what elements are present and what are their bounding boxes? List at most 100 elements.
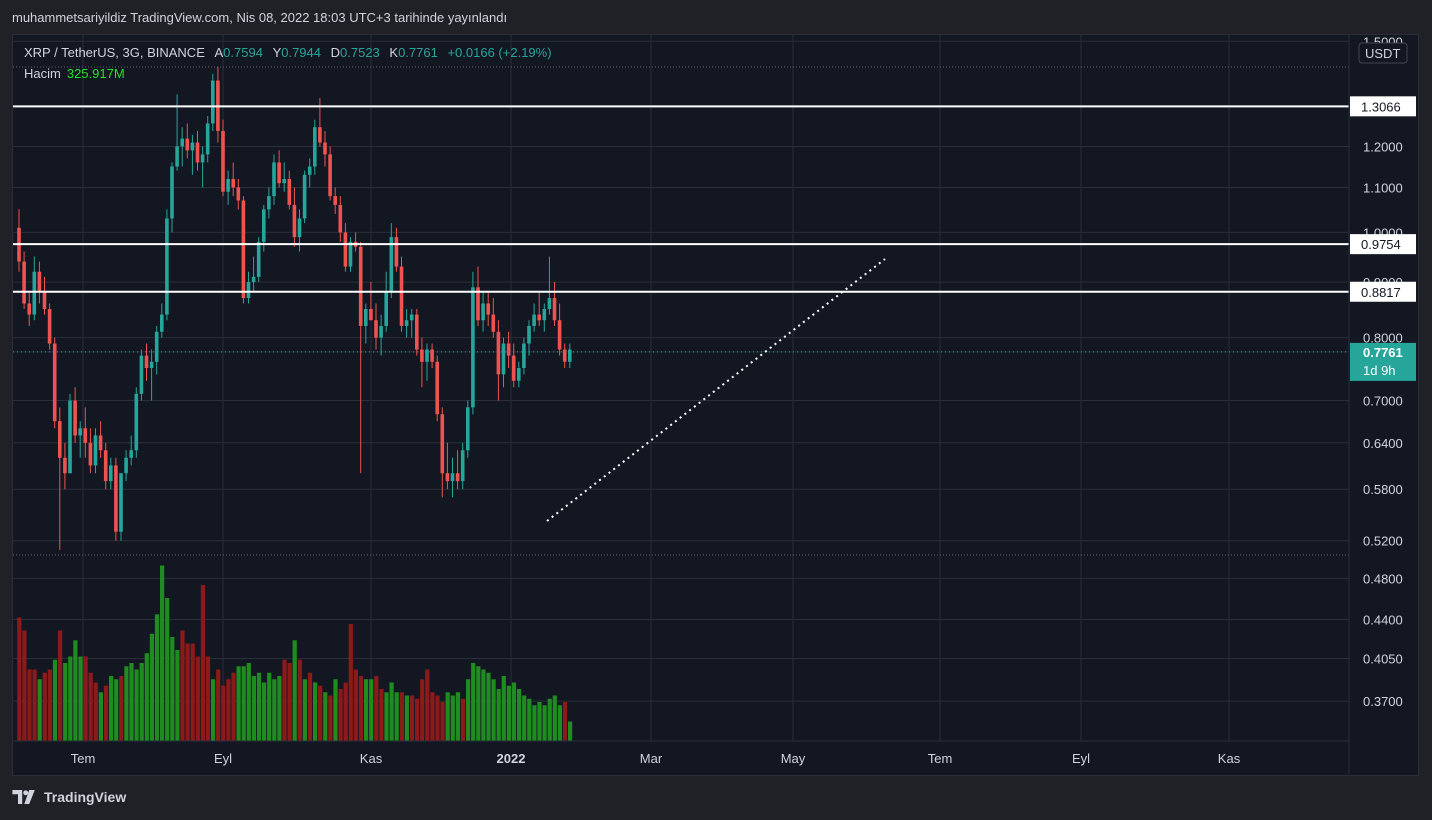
- candle-body: [221, 130, 225, 192]
- currency-badge[interactable]: USDT: [1365, 46, 1400, 61]
- volume-bar: [205, 656, 211, 741]
- tradingview-brand[interactable]: TradingView: [12, 789, 126, 805]
- candle-body: [501, 343, 506, 375]
- candle-body: [404, 320, 409, 326]
- trendline[interactable]: [546, 258, 886, 522]
- price-tick-label: 1.1000: [1363, 180, 1403, 195]
- volume-bar: [369, 679, 374, 741]
- volume-bar: [282, 659, 287, 741]
- candle-body: [292, 204, 297, 238]
- price-tick-label: 0.4050: [1363, 652, 1403, 667]
- high-value: 0.7944: [281, 45, 321, 60]
- candle-countdown-label: 1d 9h: [1363, 363, 1396, 378]
- candle-body: [511, 355, 516, 381]
- currency-badge-bg[interactable]: [1358, 42, 1408, 64]
- candle-body: [333, 196, 337, 205]
- candle-body: [78, 428, 82, 436]
- volume-bar: [384, 692, 389, 741]
- candle-body: [200, 154, 205, 163]
- volume-bar: [307, 672, 313, 741]
- candle-body: [302, 174, 307, 219]
- volume-bar: [460, 698, 466, 741]
- level-price-label-bg: [1350, 234, 1416, 255]
- candle-body: [88, 442, 93, 466]
- volume-bar: [323, 692, 328, 741]
- candle-body: [52, 343, 57, 422]
- candle-body: [83, 428, 88, 443]
- candle-body: [313, 127, 317, 167]
- publication-header: muhammetsariyildiz TradingView.com, Nis …: [12, 10, 508, 25]
- time-tick-label: Kas: [1218, 751, 1241, 766]
- candle-body: [506, 343, 511, 356]
- volume-bar: [236, 666, 241, 741]
- candle-body: [562, 349, 567, 362]
- candle-body: [547, 298, 552, 310]
- candlestick-chart[interactable]: 1.50001.30661.20001.10001.00000.97540.90…: [13, 35, 1419, 776]
- candle-body: [522, 343, 526, 369]
- candle-body: [466, 407, 470, 451]
- volume-bar: [343, 682, 348, 741]
- candle-body: [338, 204, 343, 233]
- candle-body: [369, 309, 373, 321]
- volume-legend: Hacim 325.917M: [24, 66, 125, 81]
- volume-bar: [348, 624, 353, 741]
- candle-body: [389, 237, 394, 293]
- volume-bar: [517, 689, 522, 741]
- volume-label: Hacim: [24, 66, 61, 81]
- volume-bar: [98, 692, 103, 741]
- volume-bar: [231, 672, 236, 741]
- volume-bar: [542, 705, 547, 741]
- volume-bar: [149, 633, 154, 741]
- volume-bar: [374, 676, 379, 741]
- last-price-label: 0.7761: [1363, 345, 1403, 360]
- candle-body: [409, 314, 414, 321]
- volume-bar: [557, 705, 562, 741]
- candle-body: [119, 473, 123, 532]
- price-axis-bg: [1349, 35, 1418, 775]
- candle-body: [471, 287, 475, 408]
- volume-bar: [216, 669, 221, 741]
- volume-bar: [430, 692, 435, 741]
- level-price-label-bg: [1350, 96, 1416, 117]
- candle-body: [73, 400, 77, 436]
- candle-body: [348, 241, 353, 267]
- volume-bar: [27, 669, 32, 741]
- candle-body: [527, 325, 531, 344]
- volume-bar: [256, 672, 262, 741]
- candle-body: [144, 355, 149, 369]
- volume-bar: [119, 676, 124, 741]
- price-tick-label: 0.6400: [1363, 436, 1403, 451]
- last-price-label-bg: [1350, 342, 1416, 381]
- candle-body: [205, 123, 210, 155]
- candle-body: [236, 187, 241, 201]
- candle-body: [496, 331, 501, 375]
- candle-body: [430, 349, 434, 362]
- candle-body: [195, 142, 200, 163]
- candle-body: [364, 309, 368, 326]
- volume-bar: [364, 679, 369, 741]
- volume-bar: [425, 669, 430, 741]
- price-tick-label: 0.4800: [1363, 571, 1403, 586]
- candle-body: [420, 349, 424, 362]
- low-label: D: [330, 45, 341, 60]
- volume-bar: [114, 679, 119, 741]
- price-tick-label: 0.3700: [1363, 694, 1403, 709]
- candle-body: [165, 218, 169, 315]
- level-price-label: 0.8817: [1361, 285, 1401, 300]
- candle-body: [267, 196, 271, 210]
- volume-bar: [511, 682, 517, 741]
- change-value: +0.0166 (+2.19%): [447, 45, 552, 60]
- price-tick-label: 0.5800: [1363, 482, 1403, 497]
- time-tick-label: May: [781, 751, 806, 766]
- volume-bar: [195, 656, 200, 741]
- candle-body: [124, 457, 128, 474]
- volume-bar: [338, 689, 343, 741]
- candle-body: [149, 361, 154, 369]
- candle-body: [537, 314, 541, 321]
- volume-bar: [440, 702, 445, 741]
- price-tick-label: 0.5200: [1363, 534, 1403, 549]
- volume-bar: [83, 656, 88, 741]
- chart-panel[interactable]: 1.50001.30661.20001.10001.00000.97540.90…: [12, 34, 1419, 776]
- volume-bar: [211, 679, 216, 741]
- volume-bar: [287, 663, 292, 741]
